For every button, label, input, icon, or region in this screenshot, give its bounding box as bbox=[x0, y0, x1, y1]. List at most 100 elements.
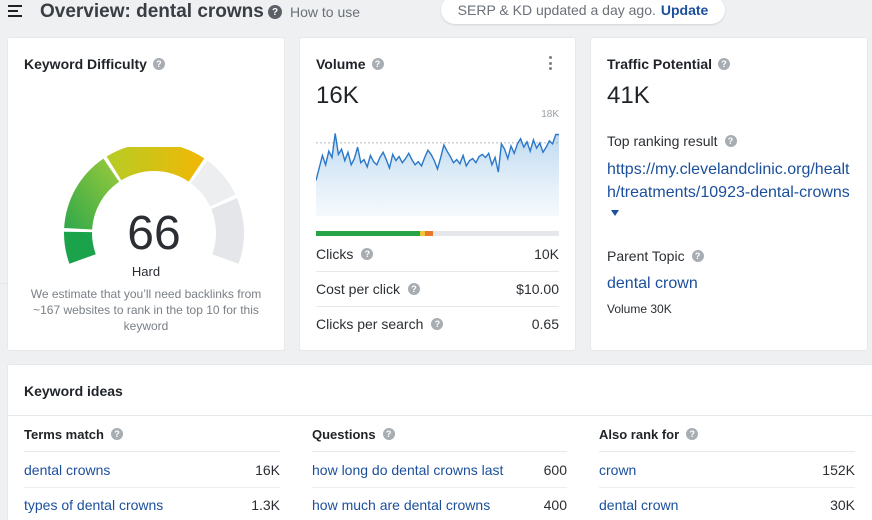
parent-topic-text: Parent Topic bbox=[607, 248, 685, 264]
metric-row-clicks: Clicks? 10K bbox=[316, 237, 559, 271]
idea-row: dental crown 30K bbox=[599, 487, 855, 520]
how-to-use-link[interactable]: ? How to use bbox=[268, 4, 360, 20]
gauge-segment-empty bbox=[211, 198, 245, 264]
top-ranking-text: Top ranking result bbox=[607, 133, 718, 149]
divider bbox=[8, 415, 872, 416]
terms-match-help-icon[interactable]: ? bbox=[110, 428, 123, 440]
trend-area bbox=[316, 133, 559, 216]
serp-update-notice: SERP & KD updated a day ago. Update bbox=[441, 0, 725, 24]
cpc-help-icon[interactable]: ? bbox=[408, 283, 421, 295]
column-heading: Questions ? bbox=[312, 417, 567, 451]
how-to-use-label: How to use bbox=[290, 4, 361, 20]
metric-label: Clicks bbox=[316, 246, 354, 262]
volume-help-icon[interactable]: ? bbox=[371, 58, 384, 70]
top-ranking-label: Top ranking result ? bbox=[607, 133, 737, 149]
idea-volume: 30K bbox=[830, 497, 855, 513]
terms-match-column: Terms match ? dental crowns 16K types of… bbox=[24, 417, 280, 520]
metric-label: Cost per click bbox=[316, 281, 401, 297]
idea-volume: 152K bbox=[822, 461, 855, 478]
clicks-help-icon[interactable]: ? bbox=[361, 248, 374, 260]
idea-volume: 16K bbox=[255, 461, 280, 478]
idea-row: how much are dental crowns 400 bbox=[312, 487, 567, 520]
idea-keyword-link[interactable]: crown bbox=[599, 461, 637, 478]
divider bbox=[24, 451, 280, 452]
volume-title-label: Volume bbox=[316, 56, 366, 72]
caret-down-icon[interactable] bbox=[611, 210, 619, 216]
keyword-ideas-card: Keyword ideas Terms match ? dental crown… bbox=[8, 365, 872, 520]
tp-title: Traffic Potential ? bbox=[607, 56, 731, 72]
metric-value: 10K bbox=[534, 246, 559, 262]
idea-row: types of dental crowns 1.3K bbox=[24, 487, 280, 520]
metric-label: Clicks per search bbox=[316, 316, 424, 332]
clicks-segment bbox=[316, 231, 421, 236]
idea-keyword-link[interactable]: types of dental crowns bbox=[24, 497, 164, 513]
clicks-distribution-bar bbox=[316, 231, 559, 236]
column-heading-label: Also rank for bbox=[599, 426, 680, 442]
divider bbox=[316, 306, 559, 307]
column-heading-label: Questions bbox=[312, 426, 376, 442]
tp-help-icon[interactable]: ? bbox=[718, 58, 731, 70]
kd-score: 66 bbox=[127, 207, 181, 260]
questions-column: Questions ? how long do dental crowns la… bbox=[312, 417, 567, 520]
kd-level-label: Hard bbox=[131, 264, 161, 279]
top-bar: Overview: dental crowns ? How to use SER… bbox=[0, 0, 872, 26]
gauge-segment-mid bbox=[64, 158, 120, 230]
keyword-ideas-title: Keyword ideas bbox=[24, 383, 123, 399]
gauge-segment-low bbox=[64, 231, 96, 264]
idea-volume: 400 bbox=[543, 497, 567, 513]
menu-icon[interactable] bbox=[8, 5, 24, 19]
traffic-potential-value: 41K bbox=[607, 82, 650, 109]
page-title: Overview: dental crowns bbox=[40, 1, 264, 22]
kd-title-label: Keyword Difficulty bbox=[24, 56, 147, 72]
metric-value: $10.00 bbox=[516, 281, 559, 297]
kd-title: Keyword Difficulty ? bbox=[24, 56, 165, 72]
kd-help-icon[interactable]: ? bbox=[152, 58, 165, 70]
idea-keyword-link[interactable]: dental crowns bbox=[24, 461, 111, 478]
parent-topic-label: Parent Topic ? bbox=[607, 248, 704, 264]
kd-gauge bbox=[64, 147, 245, 264]
volume-value: 16K bbox=[316, 82, 359, 109]
more-options-icon[interactable] bbox=[547, 56, 553, 70]
volume-card: Volume ? 16K 18K Clicks? 10K Cost per cl… bbox=[300, 38, 575, 350]
idea-row: how long do dental crowns last 600 bbox=[312, 452, 567, 487]
also-rank-help-icon[interactable]: ? bbox=[686, 428, 699, 440]
column-heading: Also rank for ? bbox=[599, 417, 855, 451]
idea-row: crown 152K bbox=[599, 452, 855, 487]
chart-max-label: 18K bbox=[541, 109, 559, 120]
metric-row-cps: Clicks per search? 0.65 bbox=[316, 307, 559, 341]
keyword-difficulty-card: Keyword Difficulty ? 66 Hard We estimate… bbox=[8, 38, 284, 350]
trend-line bbox=[316, 133, 559, 181]
divider bbox=[316, 271, 559, 272]
divider bbox=[0, 283, 8, 284]
gauge-segment-empty bbox=[190, 160, 236, 207]
volume-title: Volume ? bbox=[316, 56, 384, 72]
parent-topic-volume: Volume 30K bbox=[607, 302, 672, 316]
gauge-segment-high bbox=[106, 147, 205, 182]
idea-keyword-link[interactable]: dental crown bbox=[599, 497, 679, 513]
traffic-potential-card: Traffic Potential ? 41K Top ranking resu… bbox=[591, 38, 867, 350]
idea-keyword-link[interactable]: how much are dental crowns bbox=[312, 497, 491, 513]
kd-backlinks-note: We estimate that you’ll need backlinks f… bbox=[30, 287, 262, 333]
parent-topic-help-icon[interactable]: ? bbox=[691, 250, 704, 262]
column-heading-label: Terms match bbox=[24, 426, 104, 442]
volume-trend-chart bbox=[316, 133, 559, 216]
idea-volume: 1.3K bbox=[251, 497, 280, 513]
divider bbox=[312, 451, 567, 452]
column-heading: Terms match ? bbox=[24, 417, 280, 451]
divider bbox=[599, 451, 855, 452]
update-button[interactable]: Update bbox=[660, 2, 709, 18]
help-icon: ? bbox=[268, 5, 282, 19]
tp-title-label: Traffic Potential bbox=[607, 56, 713, 72]
questions-help-icon[interactable]: ? bbox=[382, 428, 395, 440]
idea-keyword-link[interactable]: how long do dental crowns last bbox=[312, 461, 504, 478]
cps-help-icon[interactable]: ? bbox=[431, 318, 444, 330]
serp-notice-text: SERP & KD updated a day ago. bbox=[457, 2, 656, 18]
parent-topic-link[interactable]: dental crown bbox=[607, 275, 698, 292]
metric-row-cpc: Cost per click? $10.00 bbox=[316, 272, 559, 306]
idea-row: dental crowns 16K bbox=[24, 452, 280, 487]
idea-volume: 600 bbox=[543, 461, 567, 478]
clicks-segment bbox=[420, 231, 426, 236]
clicks-segment bbox=[425, 231, 433, 236]
top-ranking-help-icon[interactable]: ? bbox=[724, 135, 737, 147]
top-ranking-url-link[interactable]: https://my.clevelandclinic.org/health/tr… bbox=[607, 161, 850, 201]
